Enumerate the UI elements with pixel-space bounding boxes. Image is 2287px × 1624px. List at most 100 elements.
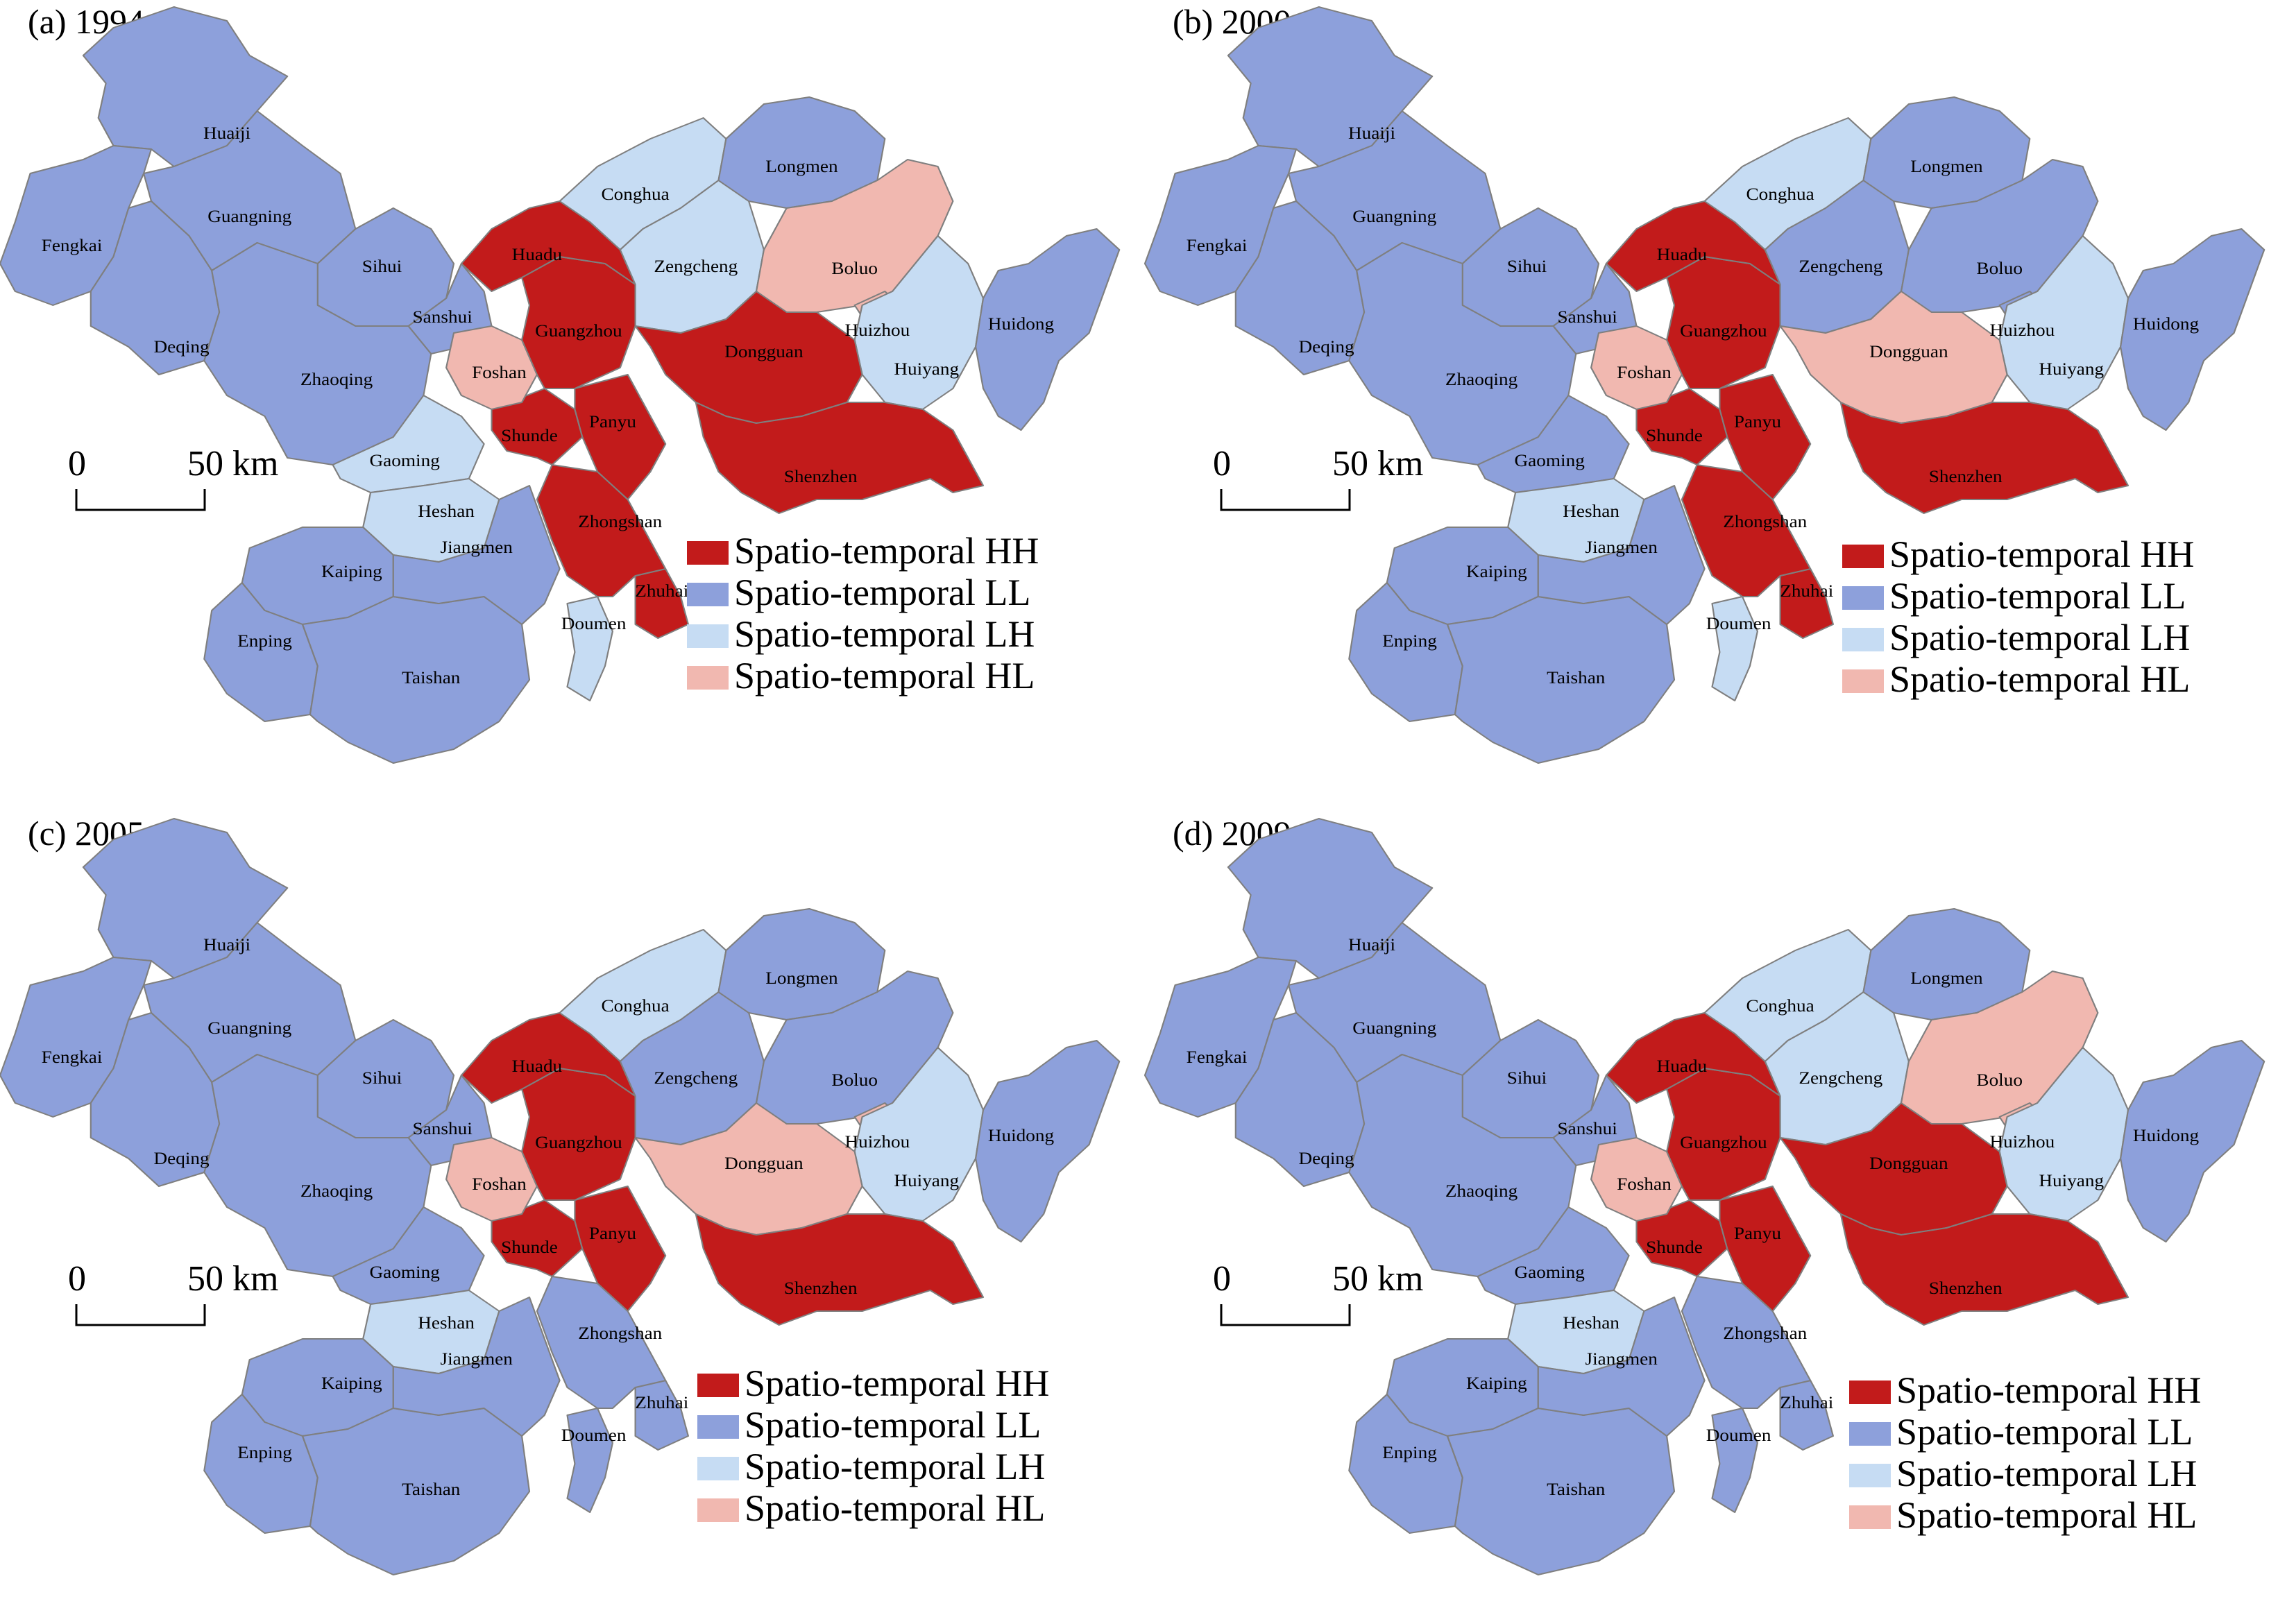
region-label-zhuhai: Zhuhai	[1780, 1393, 1833, 1412]
region-jiangmen	[392, 1297, 561, 1437]
region-huidong	[2120, 228, 2265, 431]
region-label-zhaoqing: Zhaoqing	[300, 1181, 373, 1201]
region-label-sanshui: Sanshui	[1558, 307, 1617, 327]
legend-swatch-hh	[697, 1374, 739, 1397]
legend-swatch-hl	[697, 1498, 739, 1522]
region-label-boluo: Boluo	[1976, 1070, 2023, 1090]
map-panel-1: (b) 2000HuaijiGuangningFengkaiDeqingSihu…	[1144, 2, 2265, 764]
region-gaoming	[332, 1206, 485, 1305]
region-label-huaiji: Huaiji	[1348, 123, 1395, 143]
legend-swatch-ll	[1842, 586, 1884, 610]
scale-zero-label: 0	[1213, 1259, 1231, 1299]
region-label-fengkai: Fengkai	[42, 1048, 103, 1067]
region-label-shenzhen: Shenzhen	[784, 1279, 858, 1298]
region-label-guangzhou: Guangzhou	[535, 321, 622, 341]
region-shenzhen	[695, 402, 985, 514]
region-label-panyu: Panyu	[1734, 412, 1781, 431]
region-dongguan	[634, 1102, 863, 1236]
region-label-fengkai: Fengkai	[1187, 236, 1248, 255]
region-label-guangning: Guangning	[1352, 207, 1436, 226]
legend-swatch-hh	[1849, 1381, 1891, 1404]
region-panyu	[1719, 1186, 1812, 1312]
map-panel-3: (d) 2009HuaijiGuangningFengkaiDeqingSihu…	[1144, 814, 2265, 1575]
region-panyu	[574, 1186, 667, 1312]
region-boluo	[755, 159, 954, 313]
region-label-shenzhen: Shenzhen	[1929, 1279, 2003, 1298]
region-label-taishan: Taishan	[402, 668, 460, 687]
legend-swatch-ll	[697, 1415, 739, 1439]
legend-swatch-hl	[1842, 669, 1884, 693]
scale-zero-label: 0	[1213, 444, 1231, 484]
legend-label-ll: Spatio-temporal LL	[1889, 575, 2186, 617]
region-label-jiangmen: Jiangmen	[441, 1349, 513, 1369]
region-label-conghua: Conghua	[1746, 996, 1814, 1016]
legend-swatch-hh	[687, 541, 729, 565]
legend-swatch-hl	[1849, 1505, 1891, 1529]
region-label-panyu: Panyu	[1734, 1224, 1781, 1243]
legend-swatch-ll	[687, 583, 729, 606]
region-label-huiyang: Huiyang	[894, 359, 959, 379]
region-label-huiyang: Huiyang	[2039, 359, 2104, 379]
region-label-huaiji: Huaiji	[1348, 935, 1395, 955]
region-label-foshan: Foshan	[472, 363, 527, 382]
scale-bar: 0 50 km	[1213, 444, 1423, 511]
scale-fifty-label: 50 km	[1332, 1259, 1423, 1299]
region-shenzhen	[695, 1213, 985, 1326]
region-label-huadu: Huadu	[1657, 1057, 1708, 1076]
region-jiangmen	[1537, 1297, 1706, 1437]
region-label-huidong: Huidong	[988, 1126, 1054, 1145]
region-label-huidong: Huidong	[2133, 314, 2199, 334]
region-label-huadu: Huadu	[512, 245, 563, 264]
region-label-huadu: Huadu	[512, 1057, 563, 1076]
region-label-shenzhen: Shenzhen	[784, 467, 858, 486]
region-label-zhaoqing: Zhaoqing	[1445, 1181, 1517, 1201]
scale-zero-label: 0	[68, 1259, 86, 1299]
scale-zero-label: 0	[68, 444, 86, 484]
region-label-dongguan: Dongguan	[724, 1154, 803, 1173]
region-label-conghua: Conghua	[601, 185, 670, 204]
region-label-kaiping: Kaiping	[321, 1374, 382, 1393]
region-label-kaiping: Kaiping	[1466, 1374, 1527, 1393]
region-shenzhen	[1839, 402, 2129, 514]
region-label-guangning: Guangning	[207, 1018, 291, 1038]
legend-label-ll: Spatio-temporal LL	[1896, 1411, 2193, 1453]
region-dongguan	[1779, 291, 2008, 424]
scale-line	[75, 1304, 206, 1326]
region-label-huizhou: Huizhou	[845, 320, 910, 340]
region-gaoming	[1477, 1206, 1630, 1305]
legend-label-hh: Spatio-temporal HH	[1896, 1369, 2201, 1411]
region-panyu	[574, 374, 667, 500]
region-label-heshan: Heshan	[1563, 1313, 1619, 1333]
region-shunde	[491, 1199, 584, 1277]
legend-label-ll: Spatio-temporal LL	[734, 572, 1030, 613]
region-label-huizhou: Huizhou	[845, 1132, 910, 1152]
region-map: Huaiji Guangning Fengkai Deqing Sihui Zhaoqin…	[1144, 6, 2265, 764]
region-label-huizhou: Huizhou	[1990, 320, 2055, 340]
legend-label-hh: Spatio-temporal HH	[745, 1362, 1049, 1404]
region-label-deqing: Deqing	[154, 1149, 210, 1168]
scale-line	[1220, 1304, 1351, 1326]
region-label-boluo: Boluo	[1976, 259, 2023, 278]
region-label-zhongshan: Zhongshan	[578, 512, 662, 531]
region-label-taishan: Taishan	[1547, 1480, 1605, 1499]
scale-line	[1220, 489, 1351, 511]
scale-bar: 0 50 km	[68, 1259, 278, 1326]
map-panel-0: (a) 1994HuaijiGuangningFengkaiDeqingSihu…	[0, 2, 1121, 764]
region-label-huiyang: Huiyang	[894, 1171, 959, 1190]
region-shenzhen	[1839, 1213, 2129, 1326]
region-doumen	[1711, 1408, 1758, 1513]
region-label-panyu: Panyu	[589, 412, 636, 431]
region-zhuhai	[1779, 1380, 1834, 1451]
region-huidong	[975, 1040, 1121, 1242]
region-label-zhaoqing: Zhaoqing	[300, 370, 373, 389]
region-label-sihui: Sihui	[362, 257, 402, 276]
region-label-longmen: Longmen	[765, 157, 838, 176]
legend-swatch-hh	[1842, 545, 1884, 568]
region-dongguan	[1779, 1102, 2008, 1236]
region-label-shunde: Shunde	[501, 426, 558, 445]
region-label-conghua: Conghua	[601, 996, 670, 1016]
region-label-zengcheng: Zengcheng	[1799, 1068, 1882, 1088]
scale-fifty-label: 50 km	[1332, 444, 1423, 484]
region-doumen	[566, 596, 613, 701]
